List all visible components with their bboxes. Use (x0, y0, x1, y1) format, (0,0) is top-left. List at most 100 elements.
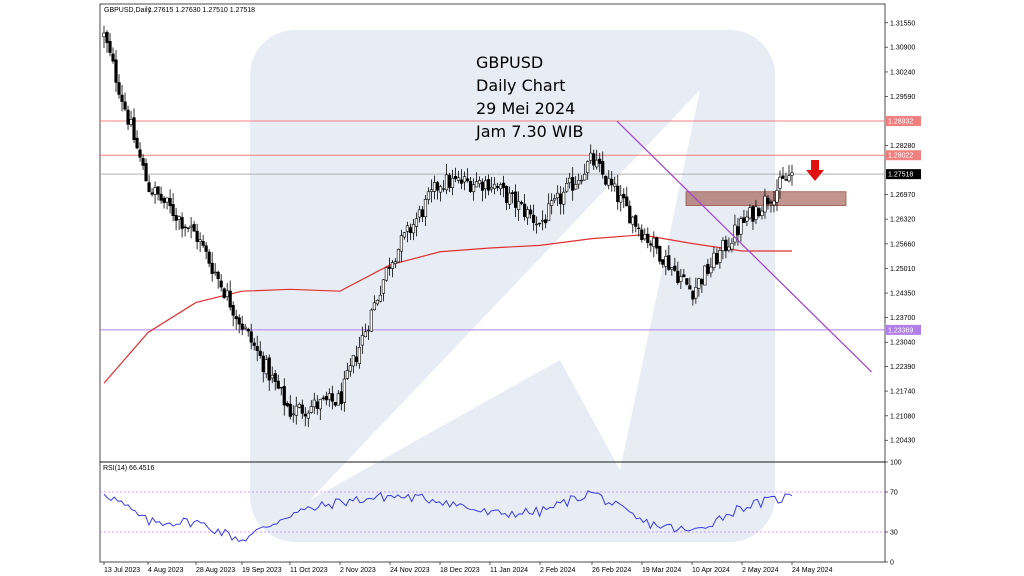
rsi-tick-label: 0 (890, 560, 894, 567)
candle (583, 163, 587, 181)
candle (297, 402, 301, 409)
candle (625, 186, 629, 207)
candle (664, 249, 668, 276)
candle (102, 25, 106, 49)
candle (628, 200, 632, 224)
x-tick-label: 11 Jan 2024 (490, 567, 528, 574)
candle (135, 130, 139, 150)
price-tag-label: 1.28932 (888, 119, 913, 126)
candle (775, 179, 779, 211)
candle (108, 32, 112, 57)
x-tick-label: 4 Aug 2023 (148, 567, 184, 574)
x-tick-label: 26 Feb 2024 (592, 567, 631, 574)
candle (498, 182, 503, 196)
candle (613, 176, 617, 192)
x-tick-label: 2 Feb 2024 (540, 567, 576, 574)
candle (282, 378, 286, 416)
chart-header-symbol: GBPUSD,Daily (104, 7, 152, 14)
candles (102, 25, 794, 427)
candle (610, 170, 614, 192)
candle (279, 386, 283, 396)
candle (492, 177, 497, 195)
candle (526, 206, 530, 225)
candle (348, 358, 352, 377)
candle (159, 186, 163, 204)
candle (652, 231, 656, 258)
candle (538, 222, 542, 227)
candle (568, 172, 572, 189)
candle (673, 257, 677, 272)
price-tag-label: 1.23369 (888, 327, 913, 334)
candle (324, 391, 328, 406)
candle (405, 221, 410, 243)
candle (712, 246, 716, 271)
candle (640, 224, 644, 243)
candle (754, 199, 758, 225)
price-tag-1.28932 (886, 116, 921, 127)
candle (387, 257, 392, 276)
candle (703, 265, 707, 286)
candle (697, 277, 701, 297)
rsi-tick-label: 70 (890, 490, 898, 497)
candle (778, 170, 782, 199)
candle (667, 245, 671, 271)
candle (574, 175, 578, 190)
candle (649, 240, 653, 252)
x-tick-label: 10 Apr 2024 (692, 567, 730, 574)
candle (691, 290, 695, 306)
candle (450, 169, 455, 196)
candle (529, 204, 533, 219)
candle (318, 398, 322, 421)
candle (547, 193, 551, 222)
rsi-tick-label: 100 (890, 460, 902, 467)
candle (414, 212, 419, 237)
price-tag-1.28022 (886, 150, 921, 161)
candle (742, 209, 746, 223)
annotation-line-4: Jam 7.30 WIB (475, 122, 583, 141)
candle (165, 197, 169, 210)
candle (213, 263, 217, 276)
candle (544, 214, 548, 229)
candle (444, 164, 449, 195)
chart-header-ohlc: 1.27615 1.27630 1.27510 1.27518 (148, 7, 255, 14)
candle (294, 396, 298, 425)
price-tick-label: 1.25010 (890, 266, 915, 273)
candle (661, 259, 665, 269)
candle (766, 194, 770, 210)
candle (769, 199, 773, 213)
candle (321, 395, 325, 401)
candle (252, 338, 256, 351)
price-tick-label: 1.29590 (890, 94, 915, 101)
candle (471, 178, 476, 201)
candle (225, 282, 229, 301)
candle (396, 248, 401, 263)
candle (682, 268, 686, 278)
candle (595, 149, 599, 170)
candle (459, 169, 464, 190)
candle (646, 227, 650, 249)
candle (120, 84, 124, 112)
candle (447, 172, 452, 192)
candle (246, 327, 250, 337)
candle (285, 400, 289, 408)
candle (745, 210, 749, 227)
candle (234, 309, 238, 330)
candle (634, 214, 638, 233)
candle (523, 194, 527, 221)
candle (243, 324, 247, 331)
candle (420, 206, 425, 222)
candle (580, 175, 584, 185)
candle (535, 216, 539, 234)
candle (375, 299, 379, 306)
price-tick-label: 1.30240 (890, 69, 915, 76)
candle (727, 237, 731, 253)
candle (126, 105, 130, 131)
candle (721, 237, 725, 260)
candle (507, 186, 512, 209)
candle (267, 354, 271, 391)
price-tag-label: 1.27518 (888, 172, 913, 179)
candle (156, 186, 160, 201)
rsi-tick-label: 30 (890, 530, 898, 537)
candle (174, 207, 178, 231)
